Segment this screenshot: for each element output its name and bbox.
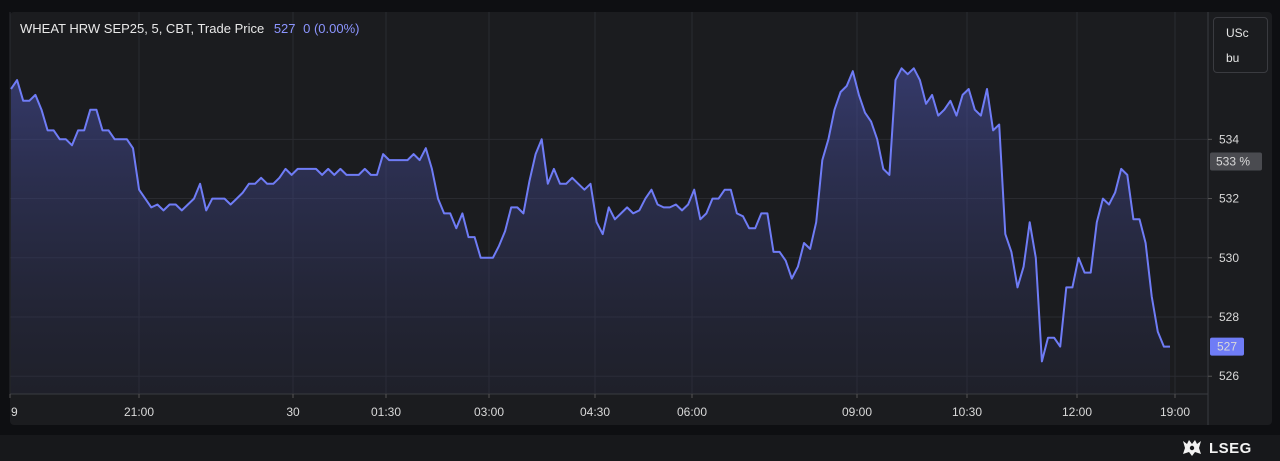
last-price-badge-label: 527 (1217, 340, 1237, 354)
x-tick-label: 01:30 (371, 405, 401, 419)
units-measure: bu (1226, 51, 1240, 65)
x-tick-label: 21:00 (124, 405, 154, 419)
lseg-emblem-icon (1183, 440, 1201, 456)
x-tick-label: 9 (11, 405, 18, 419)
x-tick-label: 06:00 (677, 405, 707, 419)
instrument-label: WHEAT HRW SEP25, 5, CBT, Trade Price (20, 21, 265, 36)
y-tick-label: 532 (1219, 192, 1239, 206)
prev-close-badge (1210, 152, 1262, 171)
y-tick-label: 534 (1219, 132, 1239, 146)
legend-price: 527 (273, 21, 296, 36)
last-price-badge (1210, 337, 1244, 356)
x-tick-label: 09:00 (842, 405, 872, 419)
x-tick-label: 30 (286, 405, 300, 419)
x-tick-label: 03:00 (474, 405, 504, 419)
footer-bar (0, 435, 1280, 461)
y-tick-label: 526 (1219, 369, 1239, 383)
lseg-logo: LSEG (1181, 438, 1252, 458)
y-tick-label: 528 (1219, 310, 1239, 324)
x-tick-label: 10:30 (952, 405, 982, 419)
units-currency: USc (1226, 26, 1249, 40)
lseg-logo-text: LSEG (1209, 439, 1252, 457)
prev-close-badge-label: 533 % (1216, 155, 1250, 169)
price-line (10, 67, 1170, 363)
x-tick-label: 19:00 (1160, 405, 1190, 419)
price-area (11, 68, 1170, 395)
chart-legend: WHEAT HRW SEP25, 5, CBT, Trade Price 527… (20, 21, 360, 36)
units-button[interactable]: USc bu (1213, 17, 1268, 73)
x-tick-label: 04:30 (580, 405, 610, 419)
y-tick-label: 530 (1219, 251, 1239, 265)
x-tick-label: 12:00 (1062, 405, 1092, 419)
legend-change: 0 (0.00%) (303, 21, 360, 36)
